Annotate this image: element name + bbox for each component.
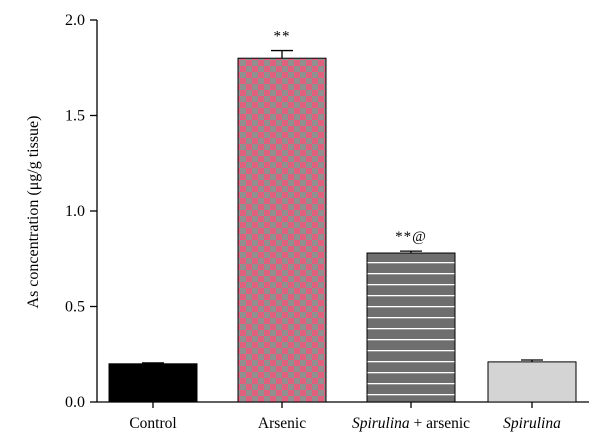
x-tick-label: Arsenic: [258, 415, 306, 432]
x-tick-label: Spirulina + arsenic: [352, 415, 470, 432]
y-tick-label: 0.0: [65, 394, 85, 411]
significance-labels: ** **@: [274, 29, 427, 246]
y-axis-title: As concentration (μg/g tissue): [25, 116, 42, 309]
x-tick-label: Spirulina: [503, 415, 561, 432]
bar-4: [487, 361, 577, 403]
bars: [108, 57, 577, 403]
x-tick-labels: Control Arsenic Spirulina + arsenic Spiruli…: [129, 402, 561, 432]
y-ticks: 0.0 0.5 1.0 1.5 2.0: [65, 12, 97, 411]
significance-label: **: [274, 29, 291, 45]
bar-1: [108, 363, 198, 403]
y-tick-label: 1.0: [65, 203, 85, 220]
x-tick-label-part: Control: [129, 415, 176, 432]
x-tick-label-part: Spirulina: [503, 415, 561, 432]
bar-3: [366, 252, 456, 403]
x-tick-label-part: Arsenic: [258, 415, 306, 432]
x-tick-label: Control: [129, 415, 176, 432]
bar-2: [237, 57, 327, 403]
x-tick-label-part: + arsenic: [410, 415, 471, 432]
y-tick-label: 1.5: [65, 108, 85, 125]
significance-label: **@: [395, 229, 427, 245]
y-tick-label: 2.0: [65, 12, 85, 29]
x-tick-label-part: Spirulina: [352, 415, 410, 432]
axes: [96, 20, 589, 403]
y-tick-label: 0.5: [65, 299, 85, 316]
error-bars: [142, 49, 543, 364]
